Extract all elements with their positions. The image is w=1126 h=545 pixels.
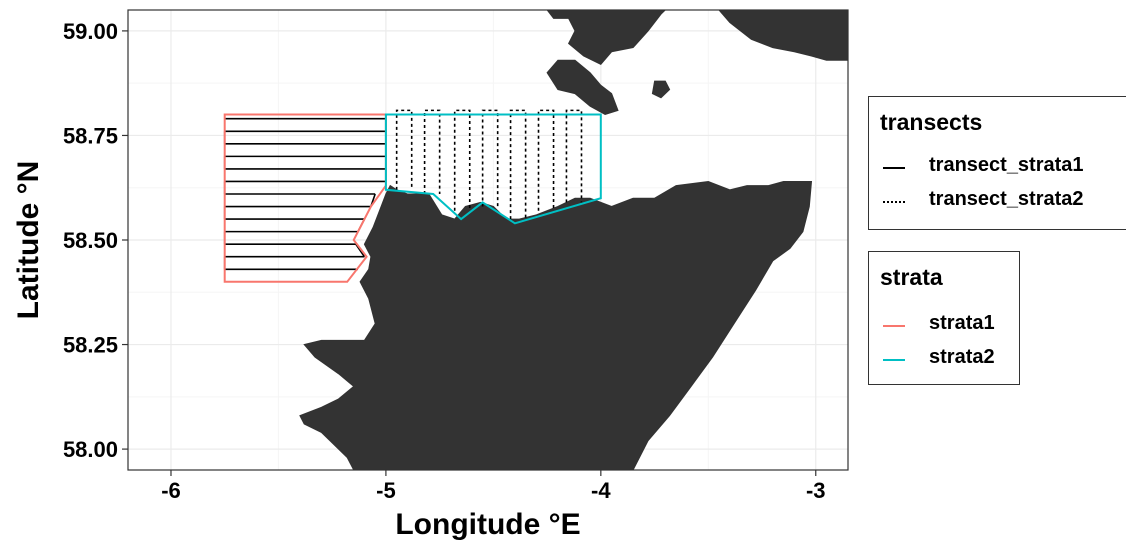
land-polygon — [651, 80, 671, 99]
y-tick-label: 58.50 — [63, 228, 118, 253]
legend-key-strata1 — [883, 325, 905, 327]
y-tick-label: 58.00 — [63, 437, 118, 462]
transect-strata2-line — [565, 109, 583, 203]
legend-item-strata1: strata1 — [929, 312, 995, 334]
transect-strata2-line — [453, 109, 471, 211]
land-polygon — [299, 180, 813, 470]
land-polygon — [546, 10, 667, 66]
x-axis-title: Longitude °E — [395, 508, 580, 541]
legend-key-strata2 — [883, 359, 905, 361]
legend-title-strata: strata — [880, 264, 943, 290]
x-tick-label: -6 — [161, 478, 181, 503]
transect-strata2-line — [481, 109, 499, 207]
legend-item-transect-strata2: transect_strata2 — [929, 188, 1084, 210]
axes-layer: -6 -5 -4 -3 58.00 58.25 58.50 58.75 59.00 — [63, 19, 826, 503]
legend-item-strata2: strata2 — [929, 346, 995, 368]
transects-layer — [223, 109, 583, 271]
y-axis-title: Latitude °N — [12, 161, 45, 320]
x-tick-label: -3 — [806, 478, 826, 503]
transect-strata2-line — [395, 109, 413, 190]
legend-item-transect-strata1: transect_strata1 — [929, 154, 1084, 176]
legend-title-transects: transects — [880, 109, 983, 135]
y-tick-label: 58.75 — [63, 123, 118, 148]
transect-strata1-connector — [355, 243, 366, 258]
strata2-outline — [384, 113, 602, 225]
land-layer — [299, 10, 848, 470]
legend-transects: transects transect_strata1 transect_stra… — [868, 96, 1126, 230]
transect-strata2-line — [537, 109, 555, 211]
legend-key-transect-strata1 — [883, 167, 905, 169]
transect-strata2-line — [509, 109, 527, 220]
land-polygon — [546, 59, 619, 116]
transect-strata2-line — [423, 109, 441, 194]
land-polygon — [718, 10, 848, 61]
y-tick-label: 58.25 — [63, 333, 118, 358]
legend-key-transect-strata2 — [883, 201, 905, 203]
strata-layer — [223, 113, 602, 283]
legend-strata: strata strata1 strata2 — [868, 251, 1020, 385]
y-tick-label: 59.00 — [63, 19, 118, 44]
x-tick-label: -5 — [376, 478, 396, 503]
x-tick-label: -4 — [591, 478, 611, 503]
